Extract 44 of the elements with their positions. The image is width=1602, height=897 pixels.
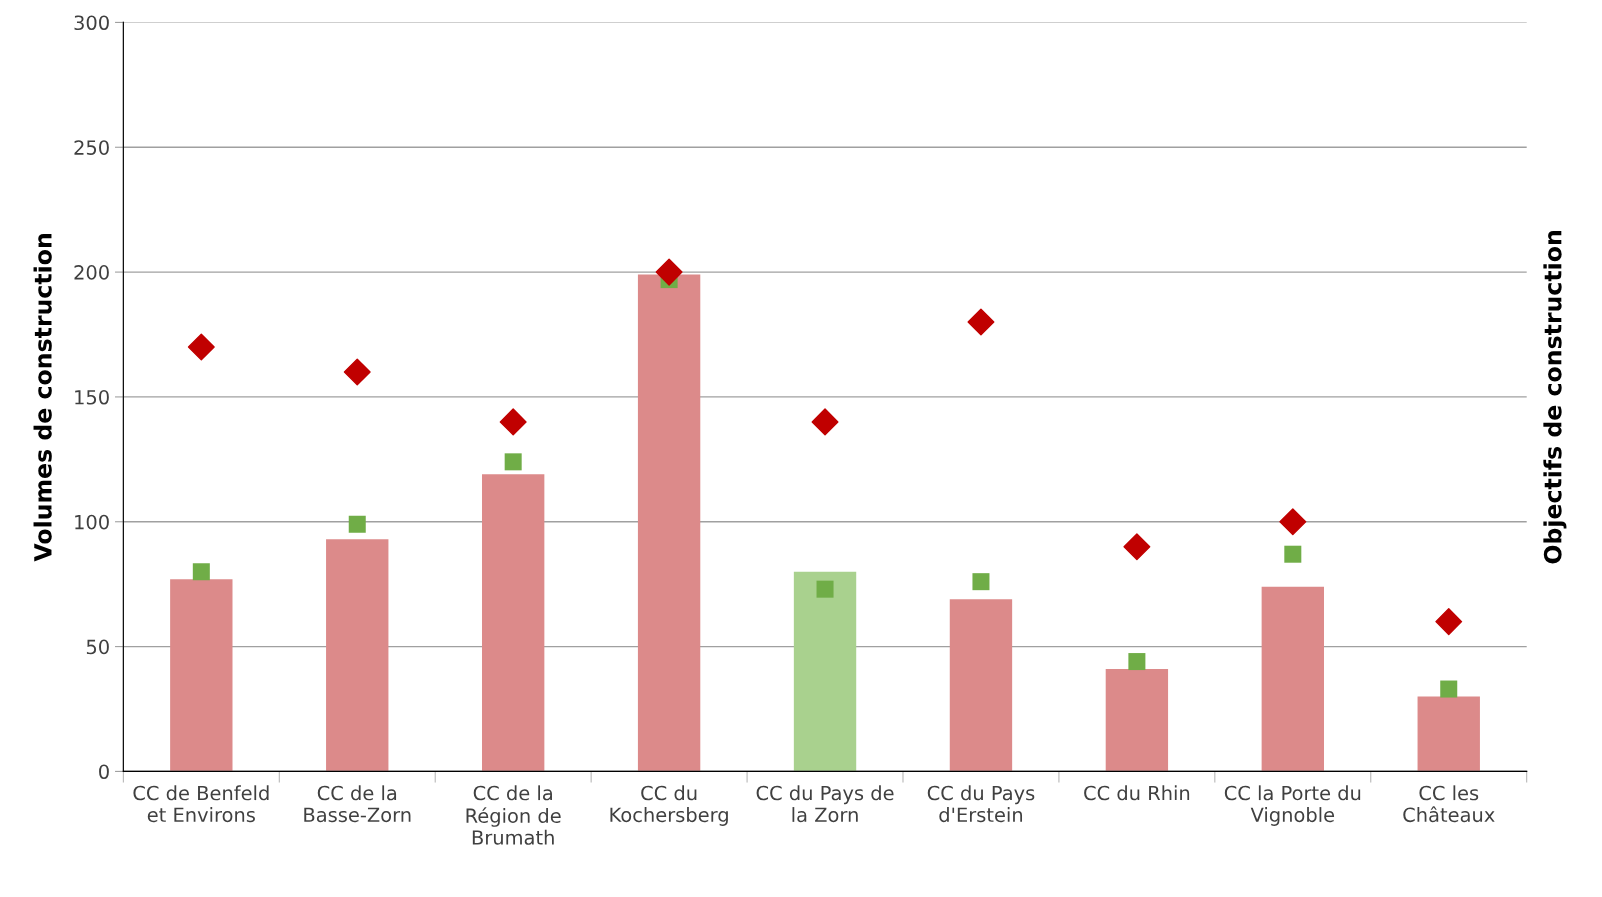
point <box>504 453 522 471</box>
point <box>655 258 683 286</box>
bar <box>481 474 545 772</box>
x-tick-label: CC du Pays de la Zorn <box>756 785 894 823</box>
y-tick-label: 150 <box>75 389 109 405</box>
y-tick-label: 200 <box>74 265 109 280</box>
point <box>1279 508 1307 536</box>
point <box>811 408 839 436</box>
point <box>1435 608 1463 636</box>
point <box>967 308 995 336</box>
bar <box>637 274 701 772</box>
y-tick-label: 50 <box>86 639 109 655</box>
x-tick-label: CC la Porte du Vignoble <box>1224 785 1361 826</box>
point <box>972 573 990 591</box>
point <box>1284 545 1302 563</box>
y-axis-title: Volumes de construction <box>33 234 52 562</box>
y-tick-label: 100 <box>75 514 109 530</box>
x-tick-label: CC de Benfeld et Environs <box>133 785 269 823</box>
y-tick-label: 0 <box>99 764 109 780</box>
bar <box>793 571 857 772</box>
point <box>1440 680 1458 698</box>
y-tick-label: 250 <box>74 140 109 155</box>
x-tick-label: CC de la Région de Brumath <box>466 785 561 845</box>
point <box>1123 533 1151 561</box>
bar <box>1261 586 1324 772</box>
point <box>187 333 215 361</box>
y-tick-label: 300 <box>74 15 109 31</box>
x-tick-label: CC du Pays d'Erstein <box>927 785 1035 823</box>
point <box>343 358 371 386</box>
point <box>1128 653 1146 671</box>
bar <box>949 599 1013 772</box>
point <box>348 515 366 533</box>
point <box>499 408 527 436</box>
bar <box>1105 669 1169 772</box>
x-tick-label: CC les Châteaux <box>1403 785 1495 823</box>
point <box>192 563 210 581</box>
x-tick-label: CC de la Basse-Zorn <box>304 785 411 823</box>
y2-axis-title: Objectifs de construction <box>1543 231 1567 564</box>
bar <box>326 539 389 772</box>
bar <box>1417 696 1480 772</box>
x-tick-label: CC du Kochersberg <box>610 785 728 826</box>
x-tick-label: CC du Rhin <box>1084 785 1190 801</box>
point <box>816 580 834 598</box>
bar <box>170 579 233 772</box>
